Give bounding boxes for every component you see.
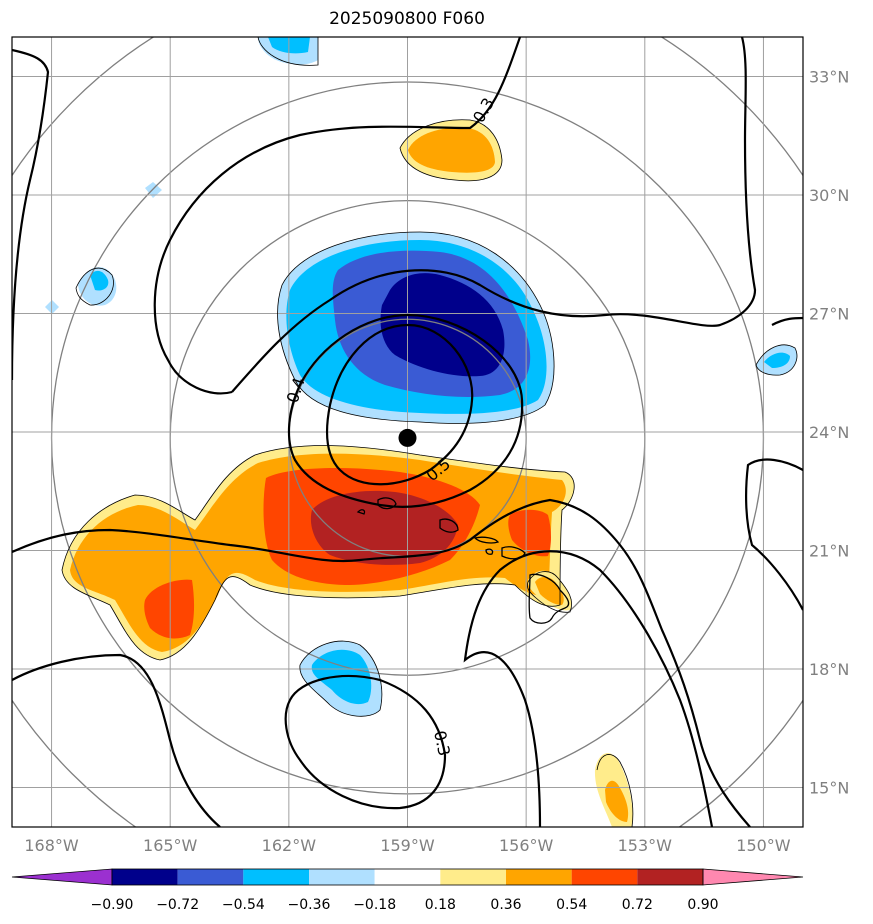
- colorbar-frame: [111, 868, 704, 886]
- colorbar-tick-labels: −0.90 −0.72 −0.54 −0.36 −0.18 0.18 0.36 0.54 0.7…: [91, 897, 719, 913]
- contour-west-edge: [12, 48, 50, 381]
- fill-positive-strong-west: [144, 579, 195, 639]
- contour-outer-loop: [231, 37, 757, 393]
- colorbar-max-extend: [702, 868, 804, 886]
- island-oahu: [439, 518, 459, 533]
- longitude-tick-label: 153°W: [618, 836, 673, 855]
- thin-contour-se: [596, 754, 634, 827]
- thin-contour-east: [755, 344, 798, 376]
- colorbar-tick-label: −0.54: [222, 897, 265, 913]
- colorbar-segment: [506, 869, 572, 885]
- colorbar-tick-label: 0.72: [622, 897, 653, 913]
- thin-contour-north: [399, 119, 503, 182]
- fill-positive-core: [310, 490, 458, 565]
- thin-contour-hawaii: [527, 571, 573, 613]
- longitude-tick-label: 150°W: [736, 836, 791, 855]
- latitude-tick-labels: 33°N 30°N 27°N 24°N 21°N 18°N 15°N: [809, 68, 849, 798]
- fill-positive-se: [605, 780, 629, 822]
- fill-negative-east-core: [764, 352, 790, 368]
- thin-contour-layer: [61, 37, 798, 827]
- plot-title: 2025090800 F060: [329, 9, 485, 29]
- colorbar-segment: [374, 869, 441, 885]
- colorbar-min-extend: [11, 868, 113, 886]
- colorbar-segment: [571, 869, 638, 885]
- contour-band-north: [12, 498, 751, 827]
- colorbar-segment: [309, 869, 375, 885]
- longitude-tick-label: 165°W: [143, 836, 198, 855]
- colorbar-tick-label: −0.72: [156, 897, 199, 913]
- thin-contour-negative: [277, 231, 555, 424]
- contour-southeast: [463, 550, 714, 827]
- island-molokai: [473, 536, 500, 544]
- contour-inner-ring: [325, 323, 474, 486]
- colorbar-segment: [440, 869, 506, 885]
- colorbar-tick-label: 0.18: [425, 897, 456, 913]
- colorbar-tick-label: 0.36: [490, 897, 521, 913]
- contour-band-south: [12, 653, 221, 827]
- island-maui: [501, 546, 526, 560]
- colorbar-segment: [112, 869, 178, 885]
- latitude-tick-label: 27°N: [809, 305, 849, 324]
- colorbar-tick-label: −0.90: [91, 897, 134, 913]
- thin-contour-south: [299, 640, 383, 717]
- contour-east-edge: [744, 458, 803, 611]
- colorbar-segment: [243, 869, 309, 885]
- island-hawaii: [528, 573, 570, 624]
- latitude-tick-label: 21°N: [809, 542, 849, 561]
- latitude-tick-label: 24°N: [809, 423, 849, 442]
- fill-positive-north: [408, 127, 495, 173]
- fill-negative-west-b: [145, 182, 162, 198]
- contour-south-loop: [284, 674, 447, 810]
- longitude-tick-label: 168°W: [24, 836, 79, 855]
- thin-contour-top: [257, 37, 319, 66]
- colorbar: [11, 868, 804, 886]
- latitude-tick-label: 15°N: [809, 779, 849, 798]
- fill-positive-hawaii: [535, 576, 564, 605]
- storm-center-marker: [398, 428, 417, 447]
- thin-contour-west: [75, 267, 114, 306]
- latitude-tick-label: 30°N: [809, 186, 849, 205]
- contour-label-south: 0.3: [430, 729, 454, 758]
- fill-positive-strong-east: [508, 509, 551, 557]
- island-lanai: [485, 548, 494, 555]
- thin-contour-positive-band: [61, 445, 575, 661]
- colorbar-tick-label: −0.18: [353, 897, 396, 913]
- island-kauai: [377, 497, 397, 510]
- colorbar-segment: [177, 869, 244, 885]
- contour-middle-ring: [287, 313, 524, 508]
- map-frame: [11, 36, 804, 828]
- longitude-tick-labels: 168°W 165°W 162°W 159°W 156°W 153°W 150°W: [24, 836, 790, 855]
- contour-west-arc: [153, 37, 522, 395]
- colorbar-tick-label: 0.90: [687, 897, 718, 913]
- island-niihau: [356, 509, 366, 515]
- contour-east-small: [771, 316, 803, 326]
- longitude-tick-label: 159°W: [380, 836, 435, 855]
- fill-negative-west-a-core: [90, 270, 109, 291]
- longitude-tick-label: 162°W: [262, 836, 317, 855]
- longitude-tick-label: 156°W: [499, 836, 554, 855]
- thick-contour-layer: [12, 37, 803, 827]
- latitude-tick-label: 18°N: [809, 660, 849, 679]
- coastline-layer: [356, 497, 570, 624]
- colorbar-tick-label: −0.36: [288, 897, 331, 913]
- colorbar-segment: [637, 869, 703, 885]
- latitude-tick-label: 33°N: [809, 68, 849, 87]
- colorbar-tick-label: 0.54: [556, 897, 587, 913]
